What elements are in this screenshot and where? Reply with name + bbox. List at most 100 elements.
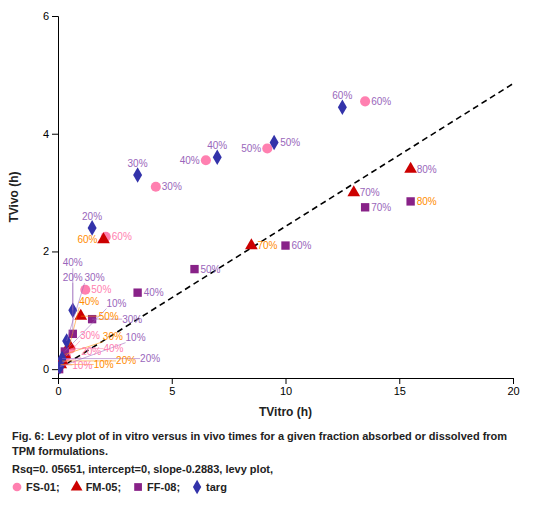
point bbox=[347, 185, 360, 196]
y-tick-mark bbox=[52, 16, 58, 17]
x-axis: 0 5 10 15 20 bbox=[55, 378, 519, 397]
annotation: 30% bbox=[128, 158, 148, 169]
annotation: 80% bbox=[417, 164, 437, 175]
caption-subtitle: Rsq=0. 05651, intercept=0, slope-0.2883,… bbox=[12, 463, 273, 475]
legend-label: FS-01; bbox=[26, 481, 60, 493]
x-tick-label: 15 bbox=[394, 385, 406, 397]
annotation: 30% bbox=[162, 181, 182, 192]
y-tick: 0 bbox=[43, 363, 58, 375]
y-tick-mark bbox=[52, 134, 58, 135]
caption-title: Fig. 6: Levy plot of in vitro versus in … bbox=[12, 430, 507, 457]
x-tick-mark bbox=[286, 378, 287, 384]
annotation: 50% bbox=[241, 143, 261, 154]
annotation: 50% bbox=[280, 137, 300, 148]
annotation: 50% bbox=[99, 311, 119, 322]
annotation: 60% bbox=[292, 240, 312, 251]
annotation: 40% bbox=[207, 140, 227, 151]
series-points bbox=[58, 197, 415, 373]
annotation: 10% bbox=[72, 360, 92, 371]
annotation: 20% bbox=[116, 355, 136, 366]
annotation: 40% bbox=[144, 287, 164, 298]
y-axis-title: TVivo (h) bbox=[7, 171, 21, 222]
x-tick-mark bbox=[513, 378, 514, 384]
chart-svg: 051015200246TVitro (h)TVivo (h)10%20%30%… bbox=[0, 0, 535, 528]
annotation: 40% bbox=[79, 296, 99, 307]
x-tick-mark bbox=[399, 378, 400, 384]
annotation: 10% bbox=[126, 332, 146, 343]
point bbox=[262, 143, 272, 153]
y-tick: 4 bbox=[43, 128, 58, 140]
annotation: 10% bbox=[106, 298, 126, 309]
series-points bbox=[58, 96, 370, 370]
chart-container: 051015200246TVitro (h)TVivo (h)10%20%30%… bbox=[0, 0, 535, 528]
legend-item: FS-01; bbox=[13, 481, 60, 493]
point bbox=[360, 96, 370, 106]
y-axis: 0 2 4 6 bbox=[43, 10, 59, 378]
point bbox=[404, 162, 417, 173]
annotation: 40% bbox=[104, 343, 124, 354]
annotation: 20% bbox=[140, 353, 160, 364]
legend-symbol bbox=[193, 480, 201, 494]
y-tick-label: 2 bbox=[43, 245, 49, 257]
x-axis-line bbox=[59, 379, 514, 385]
x-tick-label: 10 bbox=[280, 385, 292, 397]
y-axis-line bbox=[52, 17, 59, 379]
y-tick-mark bbox=[52, 369, 58, 370]
caption-title-line: TPM formulations. bbox=[12, 445, 108, 457]
annotation: 30% bbox=[85, 272, 105, 283]
legend-symbol bbox=[134, 483, 142, 491]
x-tick: 15 bbox=[394, 378, 406, 397]
annotation: 70% bbox=[371, 202, 391, 213]
annotation: 20% bbox=[63, 272, 83, 283]
legend-item: FF-08; bbox=[134, 481, 180, 493]
point bbox=[338, 99, 347, 115]
annotation: 60% bbox=[332, 90, 352, 101]
annotation: 30% bbox=[80, 330, 100, 341]
annotation: 70% bbox=[257, 240, 277, 251]
legend-symbol bbox=[71, 480, 83, 490]
point bbox=[361, 203, 369, 211]
point bbox=[133, 167, 142, 183]
legend-item: FM-05; bbox=[71, 480, 121, 493]
y-tick-label: 4 bbox=[43, 128, 49, 140]
point bbox=[190, 265, 198, 273]
point bbox=[151, 182, 161, 192]
point bbox=[213, 149, 222, 165]
x-tick-label: 5 bbox=[169, 385, 175, 397]
point bbox=[281, 241, 289, 249]
reference-line bbox=[58, 84, 513, 369]
x-tick: 0 bbox=[55, 378, 61, 397]
y-tick-mark bbox=[52, 251, 58, 252]
annotation: 60% bbox=[371, 96, 391, 107]
series-points bbox=[58, 162, 417, 368]
annotation: 20% bbox=[82, 211, 102, 222]
legend-symbol bbox=[13, 483, 22, 492]
legend: FS-01; FM-05; FF-08; targ bbox=[13, 480, 227, 494]
annotation: 60% bbox=[77, 234, 97, 245]
y-tick: 2 bbox=[43, 245, 58, 257]
point bbox=[201, 155, 211, 165]
x-tick-label: 20 bbox=[507, 385, 519, 397]
x-tick-mark bbox=[172, 378, 173, 384]
annotation: 30% bbox=[103, 331, 123, 342]
annotation: 40% bbox=[63, 257, 83, 268]
point bbox=[133, 288, 141, 296]
legend-label: FF-08; bbox=[147, 481, 180, 493]
point bbox=[97, 232, 110, 243]
annotation: 30% bbox=[122, 314, 142, 325]
x-axis-title: TVitro (h) bbox=[259, 405, 312, 419]
x-tick: 10 bbox=[280, 378, 292, 397]
annotation: 50% bbox=[201, 264, 221, 275]
y-tick: 6 bbox=[43, 10, 58, 22]
point bbox=[245, 238, 258, 249]
annotation: 20% bbox=[81, 346, 101, 357]
x-tick-label: 0 bbox=[55, 385, 61, 397]
annotations: 10%20%30%40%50%60%30%40%50%60%10%20%30%4… bbox=[63, 90, 437, 370]
legend-item: targ bbox=[193, 480, 227, 494]
series-points bbox=[58, 99, 347, 374]
y-tick-label: 6 bbox=[43, 10, 49, 22]
legend-label: targ bbox=[206, 481, 227, 493]
annotation: 60% bbox=[112, 231, 132, 242]
x-tick: 5 bbox=[169, 378, 175, 397]
legend-label: FM-05; bbox=[86, 481, 121, 493]
